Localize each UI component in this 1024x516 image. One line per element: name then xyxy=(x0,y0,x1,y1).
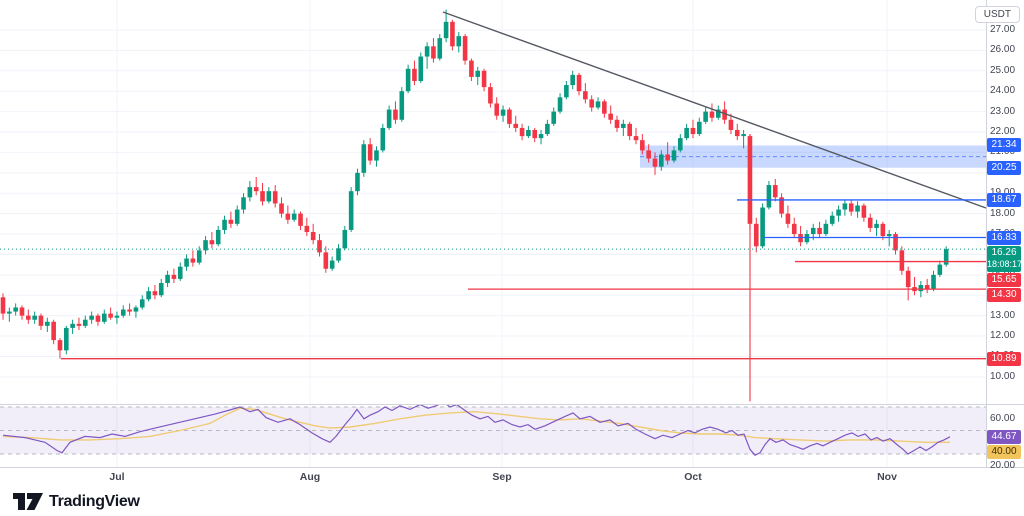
rsi-tick-label: 60.00 xyxy=(990,412,1016,424)
descending-trendline[interactable] xyxy=(442,11,987,209)
price-tick-label: 27.00 xyxy=(990,23,1016,35)
price-tick-label: 26.00 xyxy=(990,44,1016,56)
supply-zone[interactable] xyxy=(640,145,986,168)
axis-badge-15.65: 15.65 xyxy=(987,272,1021,287)
tradingview-logo-text: TradingView xyxy=(49,492,140,510)
time-tick-aug: Aug xyxy=(299,471,321,483)
grid-lines xyxy=(0,0,986,467)
tradingview-logo-icon xyxy=(13,493,43,510)
time-tick-jul: Jul xyxy=(109,471,125,483)
price-tick-label: 25.00 xyxy=(990,64,1016,76)
axis-badge-21.34: 21.34 xyxy=(987,138,1021,153)
rsi-pane[interactable] xyxy=(0,402,986,456)
axis-badge-20.25: 20.25 xyxy=(987,160,1021,175)
tradingview-logo[interactable]: TradingView xyxy=(13,492,140,511)
rsi-line xyxy=(2,405,951,456)
axis-badge-16.26: 16.26 18:08:17 xyxy=(987,245,1022,272)
price-tick-label: 18.00 xyxy=(990,207,1016,219)
axis-badge-16.83: 16.83 xyxy=(987,230,1021,245)
price-tick-label: 19.00 xyxy=(990,187,1015,198)
price-tick-label: 23.00 xyxy=(990,105,1016,117)
axis-badge-10.89: 10.89 xyxy=(987,351,1021,366)
axis-badge-14.30: 14.30 xyxy=(987,287,1021,302)
price-tick-label: 24.00 xyxy=(990,85,1016,97)
price-tick-label: 13.00 xyxy=(990,309,1016,321)
rsi-tick-label: 20.00 xyxy=(990,459,1016,471)
time-tick-oct: Oct xyxy=(684,471,702,483)
axis-badge-44.67: 44.67 xyxy=(987,429,1021,444)
price-tick-label: 22.00 xyxy=(990,126,1016,137)
candlestick-series[interactable] xyxy=(0,9,949,359)
time-tick-sep: Sep xyxy=(492,471,512,483)
axis-badge-40.00: 40.00 xyxy=(987,444,1021,459)
currency-toggle-button[interactable]: USDT xyxy=(974,6,1020,23)
price-tick-label: 10.00 xyxy=(990,370,1016,382)
rsi-ma-line xyxy=(2,407,950,443)
axis-badge-18.67: 18.67 xyxy=(987,192,1021,207)
price-tick-label: 12.00 xyxy=(990,330,1016,342)
time-tick-nov: Nov xyxy=(877,471,897,483)
